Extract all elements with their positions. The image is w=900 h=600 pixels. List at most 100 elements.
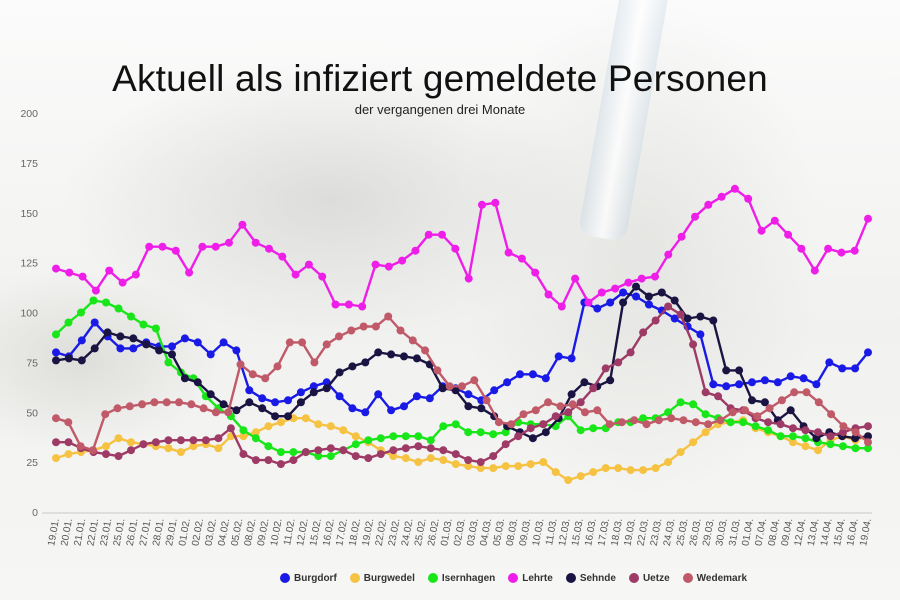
data-point-burgdorf xyxy=(400,402,408,411)
data-point-wedemark xyxy=(384,312,393,321)
data-point-burgwedel xyxy=(127,438,135,447)
x-tick-label: 10.03. xyxy=(531,518,547,547)
data-point-burgwedel xyxy=(326,422,335,431)
data-point-isernhagen xyxy=(89,296,98,305)
data-point-burgdorf xyxy=(180,334,189,343)
series-layer xyxy=(52,184,872,485)
legend-item-lehrte: Lehrte xyxy=(508,573,553,584)
data-point-burgdorf xyxy=(864,348,872,357)
data-point-isernhagen xyxy=(751,422,760,431)
data-point-isernhagen xyxy=(276,448,285,457)
data-point-sehnde xyxy=(670,296,679,305)
data-point-isernhagen xyxy=(64,318,73,327)
data-point-uetze xyxy=(239,450,248,459)
data-point-uetze xyxy=(364,454,373,463)
data-point-burgdorf xyxy=(760,376,769,385)
data-point-burgdorf xyxy=(387,406,396,415)
data-point-uetze xyxy=(339,446,348,455)
data-point-wedemark xyxy=(125,402,134,411)
x-tick-label: 16.03. xyxy=(583,518,599,547)
data-point-lehrte xyxy=(371,260,380,269)
data-point-sehnde xyxy=(103,328,112,337)
legend-item-wedemark: Wedemark xyxy=(682,573,747,584)
legend-swatch-icon xyxy=(565,573,576,583)
data-point-burgdorf xyxy=(335,392,344,401)
x-tick-label: 26.01. xyxy=(125,518,141,547)
data-point-lehrte xyxy=(318,272,327,281)
data-point-wedemark xyxy=(335,332,343,341)
data-point-wedemark xyxy=(138,400,147,409)
data-point-sehnde xyxy=(580,378,589,387)
data-point-wedemark xyxy=(851,428,860,437)
data-point-wedemark xyxy=(507,420,516,429)
data-point-burgwedel xyxy=(339,426,348,435)
data-point-sehnde xyxy=(284,412,292,421)
data-point-wedemark xyxy=(162,398,171,407)
data-point-wedemark xyxy=(236,360,245,369)
data-point-wedemark xyxy=(347,326,356,335)
legend-label: Burgwedel xyxy=(363,572,415,584)
data-point-burgwedel xyxy=(102,442,110,451)
data-point-wedemark xyxy=(864,438,872,447)
data-point-burgdorf xyxy=(309,382,318,391)
data-point-sehnde xyxy=(309,388,318,397)
data-point-lehrte xyxy=(744,194,753,203)
legend-item-isernhagen: Isernhagen xyxy=(427,573,495,584)
x-tick-label: 02.03. xyxy=(452,518,468,547)
data-point-wedemark xyxy=(175,398,183,407)
data-point-uetze xyxy=(464,456,473,465)
x-tick-label: 24.03. xyxy=(662,518,678,547)
data-point-burgdorf xyxy=(606,298,615,307)
x-tick-label: 08.02. xyxy=(243,518,259,547)
x-tick-label: 23.02. xyxy=(387,518,403,547)
data-point-burgdorf xyxy=(412,392,421,401)
data-point-burgdorf xyxy=(541,374,550,383)
data-point-isernhagen xyxy=(801,434,810,443)
data-point-lehrte xyxy=(451,244,460,253)
data-point-uetze xyxy=(289,456,298,465)
data-point-wedemark xyxy=(716,416,725,425)
data-point-sehnde xyxy=(142,340,151,349)
data-point-wedemark xyxy=(839,422,848,431)
data-point-uetze xyxy=(201,436,210,445)
legend-swatch-icon xyxy=(508,573,519,583)
data-point-isernhagen xyxy=(251,434,260,443)
legend-item-sehnde: Sehnde xyxy=(565,573,616,584)
data-point-lehrte xyxy=(238,220,247,229)
data-point-wedemark xyxy=(482,396,491,405)
data-point-burgdorf xyxy=(503,378,512,387)
series-uetze xyxy=(52,302,872,469)
data-point-lehrte xyxy=(118,278,127,287)
data-point-lehrte xyxy=(424,230,433,239)
data-point-sehnde xyxy=(64,354,73,363)
y-tick-label: 200 xyxy=(20,108,38,120)
data-point-wedemark xyxy=(581,408,589,417)
data-point-sehnde xyxy=(606,376,615,385)
data-point-lehrte xyxy=(398,256,407,265)
data-point-lehrte xyxy=(810,266,819,275)
data-point-wedemark xyxy=(310,358,319,367)
data-point-isernhagen xyxy=(739,418,748,427)
data-point-sehnde xyxy=(387,350,396,359)
data-point-burgwedel xyxy=(789,438,797,447)
data-point-uetze xyxy=(489,452,498,461)
data-point-isernhagen xyxy=(726,418,735,427)
x-tick-label: 03.03. xyxy=(465,518,481,547)
data-point-wedemark xyxy=(765,404,774,413)
data-point-burgdorf xyxy=(838,364,847,373)
data-point-lehrte xyxy=(131,270,140,279)
data-point-sehnde xyxy=(180,374,189,383)
legend-swatch-icon xyxy=(628,573,639,583)
data-point-lehrte xyxy=(611,284,620,293)
axis-layer: 0 25 50 75 100 125 150 175 200 19.01.20.01.21.01.… xyxy=(20,108,873,547)
data-point-burgdorf xyxy=(851,364,860,373)
data-point-burgdorf xyxy=(786,372,795,381)
x-tick-label: 19.04. xyxy=(858,518,874,547)
data-point-lehrte xyxy=(504,248,513,257)
data-point-sehnde xyxy=(786,406,795,415)
data-point-wedemark xyxy=(52,414,60,423)
data-point-isernhagen xyxy=(151,324,160,333)
data-point-burgwedel xyxy=(401,454,410,463)
x-tick-label: 03.02. xyxy=(203,518,219,547)
